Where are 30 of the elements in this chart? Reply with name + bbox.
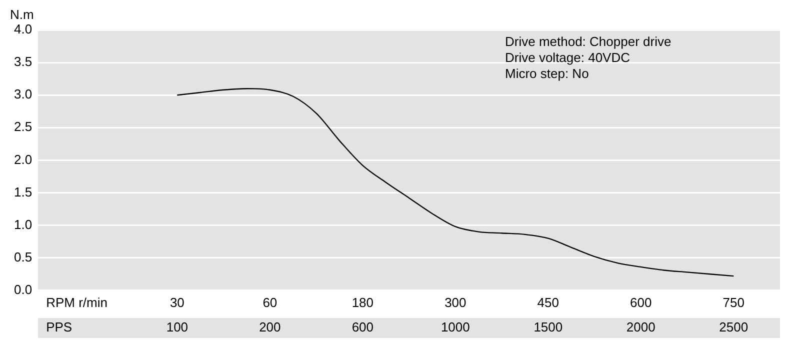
x-tick-label: 30 — [170, 294, 184, 310]
y-axis-title: N.m — [10, 7, 34, 22]
text: 2500 — [719, 320, 748, 335]
text: 100 — [166, 320, 188, 335]
x-tick-label: 300 — [444, 294, 466, 310]
y-tick-label: 2.5 — [14, 119, 32, 134]
x-tick-label: 750 — [722, 294, 744, 310]
x-axis-title: RPM r/min — [46, 294, 108, 310]
x-tick-label: 600 — [630, 294, 652, 310]
y-tick-label: 1.5 — [14, 184, 32, 200]
y-tick-label: 1.0 — [14, 216, 32, 232]
x-tick-label: 450 — [537, 294, 559, 310]
y-tick-label: 3.5 — [14, 54, 32, 70]
text: 1000 — [440, 320, 470, 335]
y-tick-label: 3.0 — [14, 86, 32, 102]
line-series — [176, 88, 734, 277]
text: 200 — [259, 320, 281, 335]
x-tick-label: 60 — [262, 294, 278, 310]
y-tick-label: 0.0 — [14, 282, 32, 297]
annotation: Drive method: Chopper drive — [505, 34, 672, 50]
annotation: Micro step: No — [505, 66, 589, 82]
text: 600 — [352, 320, 374, 335]
y-tick-label: 0.5 — [14, 249, 32, 264]
y-tick-label: 2.0 — [14, 152, 32, 167]
annotation: Drive voltage: 40VDC — [505, 50, 630, 66]
text: 2000 — [626, 320, 656, 335]
y-tick-label: 4.0 — [14, 22, 32, 37]
text: 1500 — [534, 320, 563, 335]
x-tick-label: 180 — [352, 294, 374, 310]
x2-axis-title: PPS — [46, 320, 72, 335]
